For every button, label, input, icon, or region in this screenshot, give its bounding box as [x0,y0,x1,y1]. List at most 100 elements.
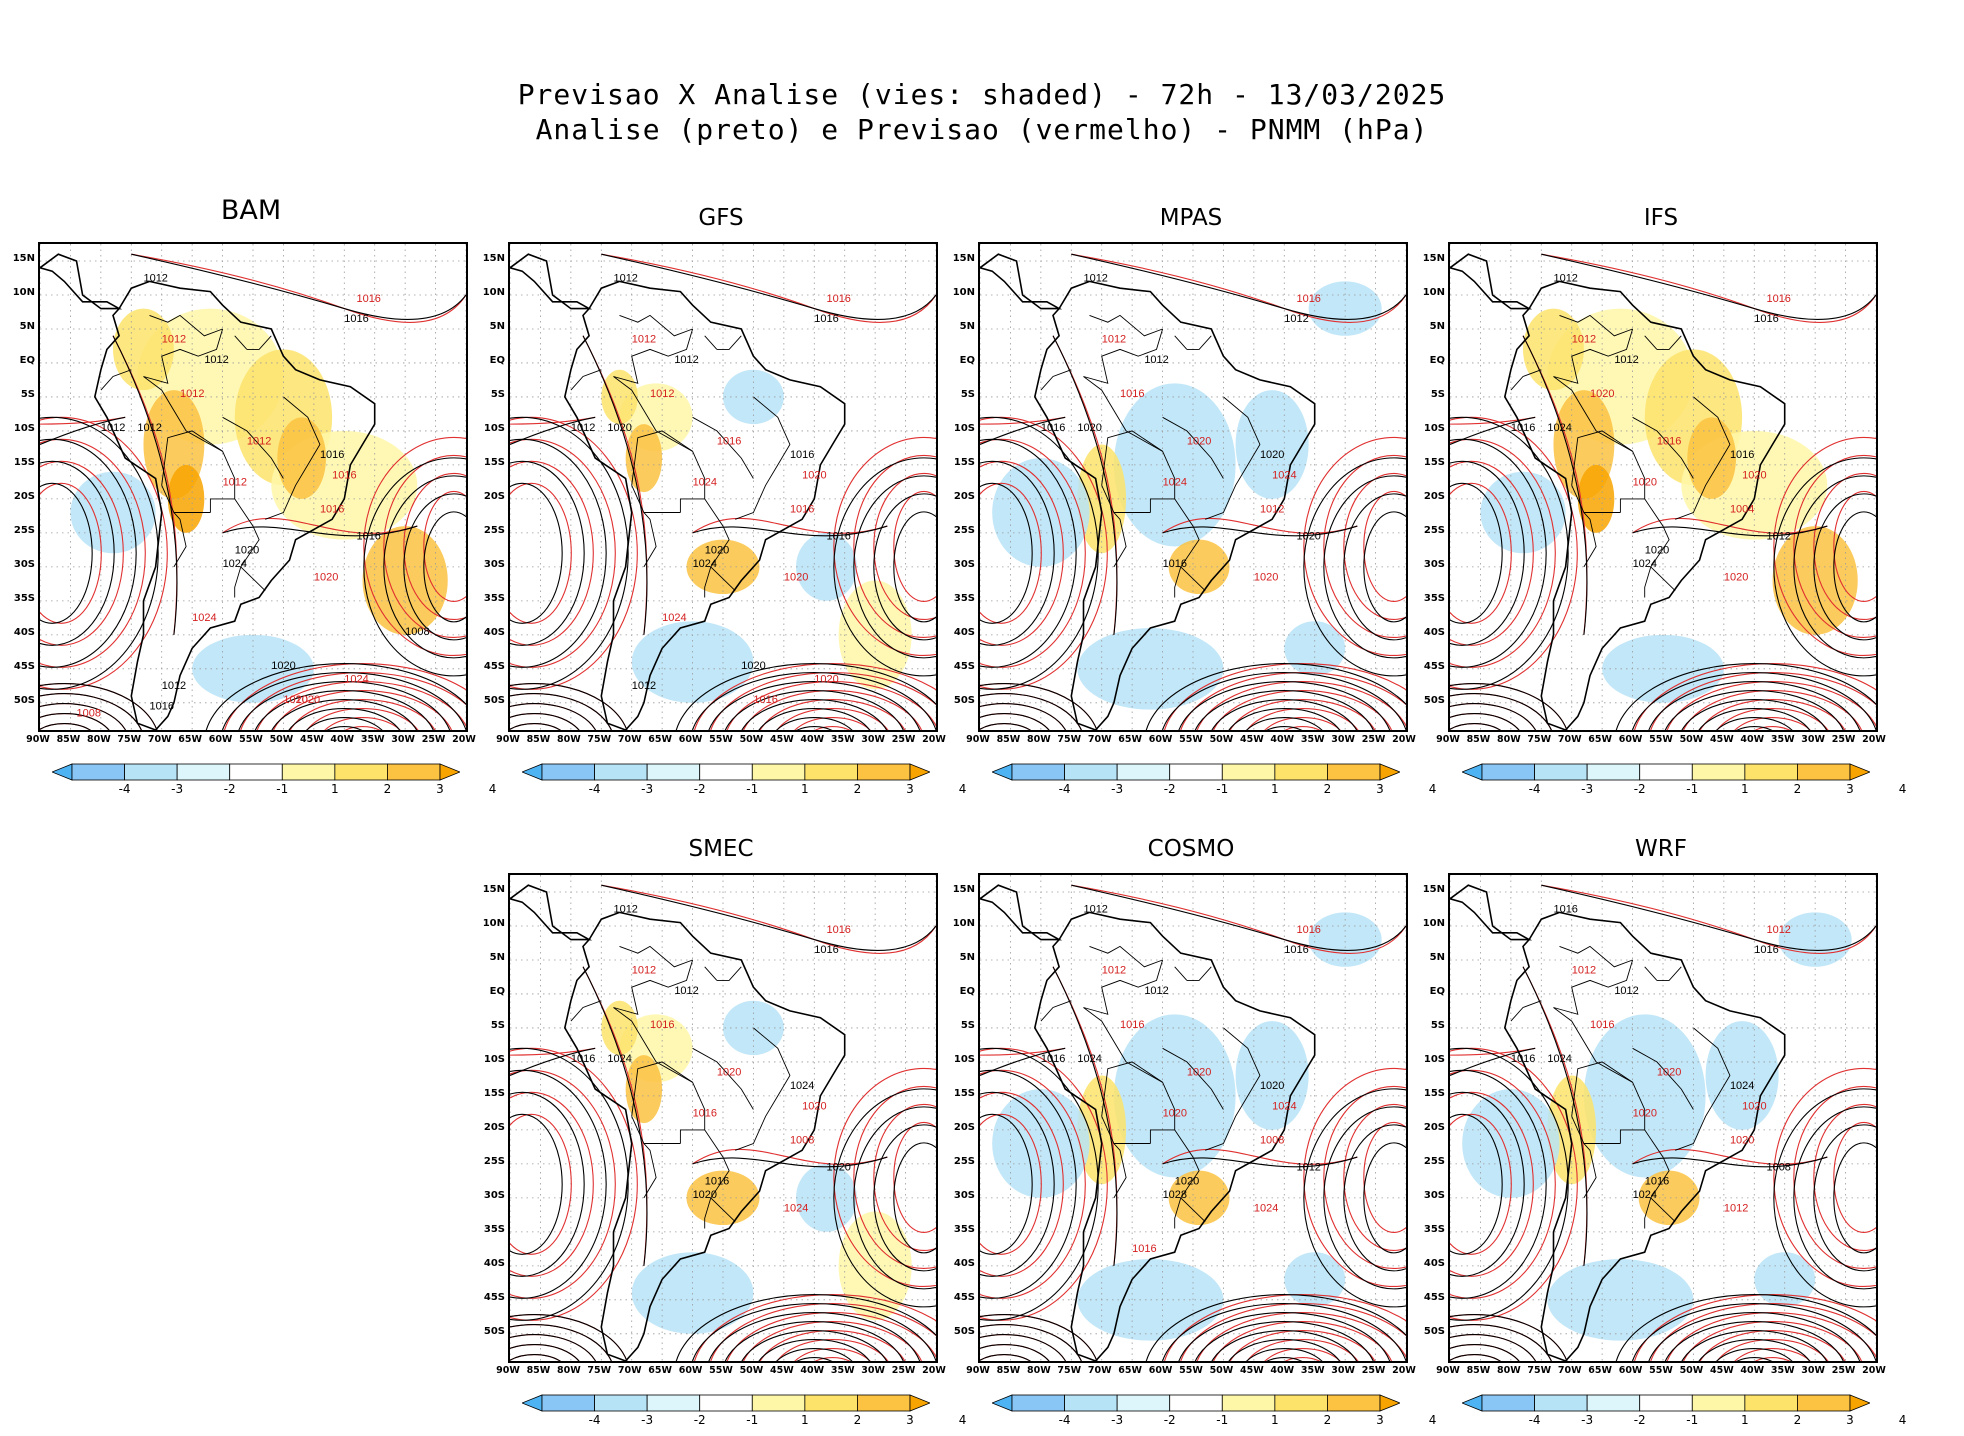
isobar [1450,1334,1537,1361]
isobar-label: 1012 [101,422,125,434]
lon-label: 45W [769,1365,794,1376]
isobar-label: 1020 [802,1101,826,1113]
lon-label: 35W [1770,1365,1795,1376]
lon-label: 85W [996,734,1021,745]
isobar-label: 1016 [1511,1053,1535,1065]
isobar [510,723,562,730]
isobar-label: 1012 [247,436,271,448]
isobar-label: 1020 [693,1189,717,1201]
isobar [1683,1321,1863,1361]
lon-label: 75W [587,1365,612,1376]
lat-label: 20S [953,1121,975,1133]
isobar-label: 1024 [1730,1080,1754,1092]
lat-label: 5S [490,388,505,400]
lon-label: 70W [1557,1365,1582,1376]
isobar [980,1314,1098,1361]
isobar [873,1124,936,1272]
colorbar-segment [281,763,336,781]
isobar [254,690,434,730]
lon-label: 20W [1862,1365,1886,1376]
isobar-label: 1016 [826,924,850,936]
colorbar-segment [646,1394,701,1412]
colorbar-label: -1 [746,782,759,796]
isobar-label: 1016 [1730,449,1754,461]
isobar [1450,723,1502,730]
isobar [1450,1354,1502,1361]
isobar-label: 1016 [344,313,368,325]
colorbar-label: 2 [1793,1413,1802,1427]
isobar [510,460,594,646]
isobar [1213,1321,1393,1361]
isobar [510,1354,562,1361]
lat-label: 45S [953,660,975,672]
colorbar-arrow-right [909,763,930,781]
isobar [1343,1103,1406,1252]
isobar [758,1339,871,1361]
colorbar-arrow-right [1849,763,1870,781]
isobar-label: 1024 [1254,1202,1278,1214]
bias-shading-area [1547,1259,1694,1341]
isobar-label: 1012 [204,354,228,366]
lon-label: 55W [709,734,733,745]
country-border [631,430,693,486]
lon-label: 80W [86,734,111,745]
colorbar-label: -3 [171,782,184,796]
isobar [256,681,466,730]
isobar [1194,690,1374,730]
isobar [980,703,1067,730]
colorbar-segment [1534,1394,1588,1412]
colorbar-label: 3 [1376,1413,1384,1427]
lon-label: 90W [966,734,990,745]
coastline [510,253,846,730]
country-border [679,1129,705,1144]
lat-label: 25S [953,1155,975,1167]
isobar [1450,683,1568,730]
colorbar-segment [1744,1394,1798,1412]
isobar [1813,493,1876,641]
map-smec: 1012 1016 1016 1012 1012 1016 1016 1020 1024 1020… [508,873,938,1363]
isobar-label: 1020 [705,544,729,556]
lon-label: 45W [1239,1365,1264,1376]
isobar-label: 1012 [1260,503,1284,515]
isobar [1211,699,1358,730]
lon-label: 90W [496,734,520,745]
bias-shading-area [277,417,327,499]
lon-label: 50W [269,734,294,745]
lon-label: 80W [1026,1365,1051,1376]
lat-label: 15S [953,456,975,468]
lon-label: 20W [452,734,476,745]
isobar [893,1142,936,1254]
isobar-label: 1028 [1163,1189,1187,1201]
isobar [980,683,1098,730]
isobar-label: 1012 [571,422,595,434]
lon-label: 60W [208,734,233,745]
isobar [1450,1344,1520,1361]
isobar [238,681,451,730]
isobar [205,663,466,730]
lon-label: 80W [1496,734,1521,745]
isobar [288,708,401,730]
country-border [1619,498,1645,513]
lon-label: 85W [996,1365,1021,1376]
isobar [1450,1091,1534,1277]
isobar [873,493,936,641]
isobar [980,1113,1042,1255]
isobar [1716,1348,1793,1361]
colorbar-segment [1639,1394,1693,1412]
lon-label: 45W [1709,1365,1734,1376]
analysis-isobars [40,253,466,730]
lon-label: 65W [1118,1365,1142,1376]
colorbar-label: -4 [588,782,601,796]
isobar-label: 1020 [1260,1080,1284,1092]
lat-label: 10S [483,1053,505,1065]
bias-shading-area [1168,539,1230,595]
lat-label: 10N [482,286,505,298]
lon-label: 20W [1392,1365,1416,1376]
isobar [893,511,936,623]
lon-label: 65W [1588,734,1612,745]
isobar [1754,1357,1791,1361]
isobar-label: 1016 [826,531,850,543]
isobar [40,460,124,646]
colorbar-label: -3 [641,782,654,796]
colorbar-segment [1116,763,1171,781]
